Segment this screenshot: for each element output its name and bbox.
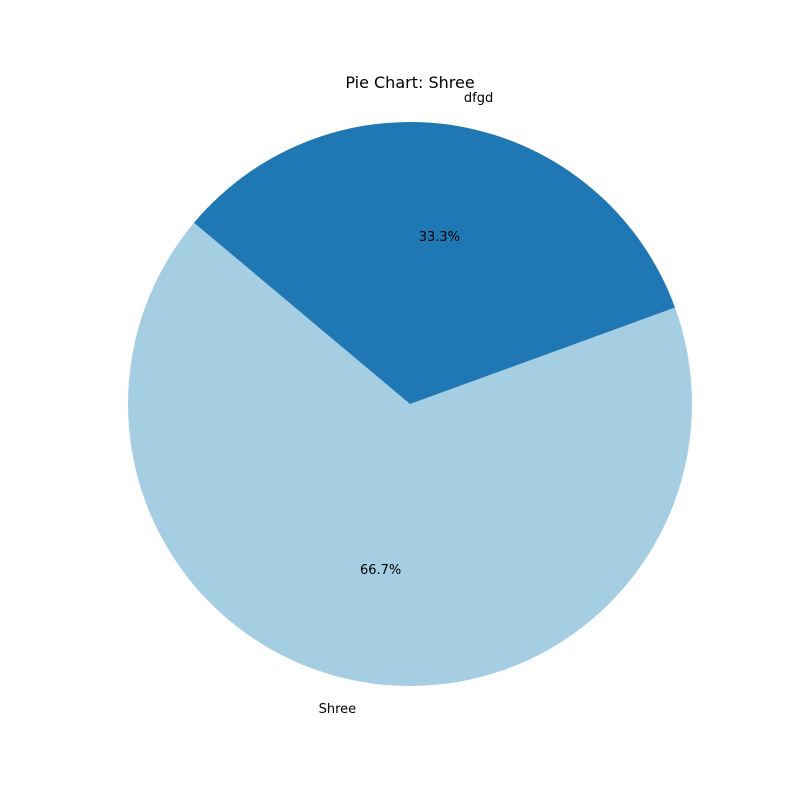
chart-title: Pie Chart: Shree <box>345 73 474 92</box>
slice-percent-label: 33.3% <box>419 230 460 245</box>
slice-percent-label: 66.7% <box>360 563 401 578</box>
pie-slice-dfgd <box>193 122 675 404</box>
slice-label: Shree <box>319 702 357 717</box>
slice-label: dfgd <box>464 91 493 106</box>
pie-labels: Shree 66.7% dfgd 33.3% <box>319 91 494 717</box>
pie-slice-shree <box>127 222 692 687</box>
pie-slices <box>127 122 692 687</box>
